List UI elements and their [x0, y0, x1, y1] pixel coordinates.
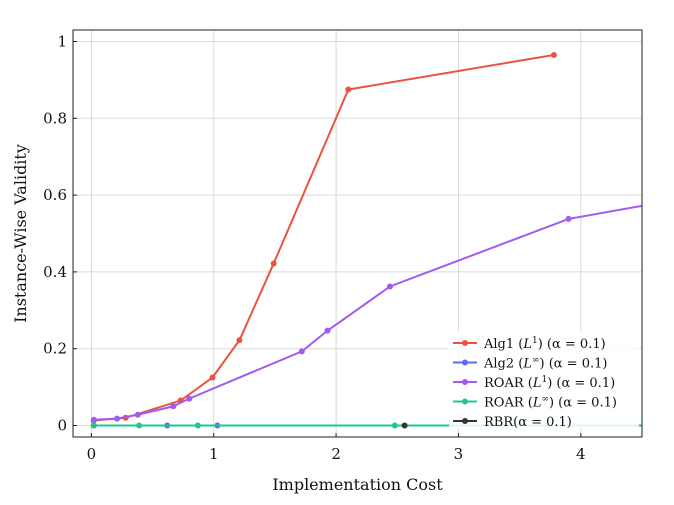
data-point: [114, 415, 121, 422]
legend-swatch-marker: [462, 418, 468, 424]
legend-item: Alg1 (L1) (α = 0.1): [453, 336, 606, 352]
x-tick-label: 3: [454, 445, 464, 463]
legend-label: ROAR (L∞) (α = 0.1): [484, 395, 617, 411]
legend-item: ROAR (L1) (α = 0.1): [453, 375, 615, 391]
legend-item: Alg2 (L∞) (α = 0.1): [453, 356, 607, 372]
legend-box: [449, 331, 639, 429]
data-point: [298, 348, 305, 355]
series-line: [93, 204, 642, 421]
series-3: [90, 204, 642, 423]
y-tick-label: 0: [57, 416, 67, 434]
legend-item: RBR(α = 0.1): [453, 415, 572, 430]
legend-swatch-marker: [462, 379, 468, 385]
legend-label: Alg1 (L1) (α = 0.1): [483, 336, 606, 352]
x-tick-label: 2: [331, 445, 341, 463]
data-point: [90, 422, 97, 429]
data-point: [209, 374, 216, 381]
x-tick-label: 0: [87, 445, 97, 463]
data-point: [136, 422, 143, 429]
data-point: [386, 283, 393, 290]
x-tick-label: 4: [576, 445, 586, 463]
y-tick-label: 0.8: [43, 109, 67, 127]
legend-swatch-marker: [462, 359, 468, 366]
series-5: [401, 422, 408, 429]
legend-swatch-marker: [462, 340, 468, 346]
data-point: [565, 215, 572, 222]
data-point: [401, 422, 408, 429]
data-point: [345, 86, 352, 93]
legend-label: Alg2 (L∞) (α = 0.1): [483, 356, 607, 372]
plot-frame: [72, 29, 643, 438]
data-point: [324, 327, 331, 334]
y-tick-label: 0.6: [43, 186, 67, 204]
ticks: 0 1 2 3 4 0 0.2 0.4 0.6 0.8 1: [43, 33, 585, 463]
data-point: [550, 51, 557, 58]
legend-label: RBR(α = 0.1): [484, 415, 572, 430]
data-point: [170, 403, 177, 410]
y-tick-label: 0.4: [43, 263, 67, 281]
y-axis-label: Instance-Wise Validity: [11, 144, 30, 323]
data-point: [236, 337, 243, 344]
y-tick-label: 0.2: [43, 340, 67, 358]
data-point: [270, 260, 277, 267]
y-tick-label: 1: [57, 33, 67, 51]
legend-item: ROAR (L∞) (α = 0.1): [453, 395, 617, 411]
data-point: [194, 422, 201, 429]
data-point: [391, 422, 398, 429]
legend-label: ROAR (L1) (α = 0.1): [484, 375, 615, 391]
data-point: [186, 395, 193, 402]
x-tick-label: 1: [209, 445, 219, 463]
data-point: [90, 416, 97, 423]
legend-swatch-marker: [462, 398, 468, 405]
x-axis-label: Implementation Cost: [272, 475, 443, 494]
data-point: [134, 411, 141, 418]
legend: Alg1 (L1) (α = 0.1) Alg2 (L∞) (α = 0.1) RO…: [449, 331, 639, 430]
